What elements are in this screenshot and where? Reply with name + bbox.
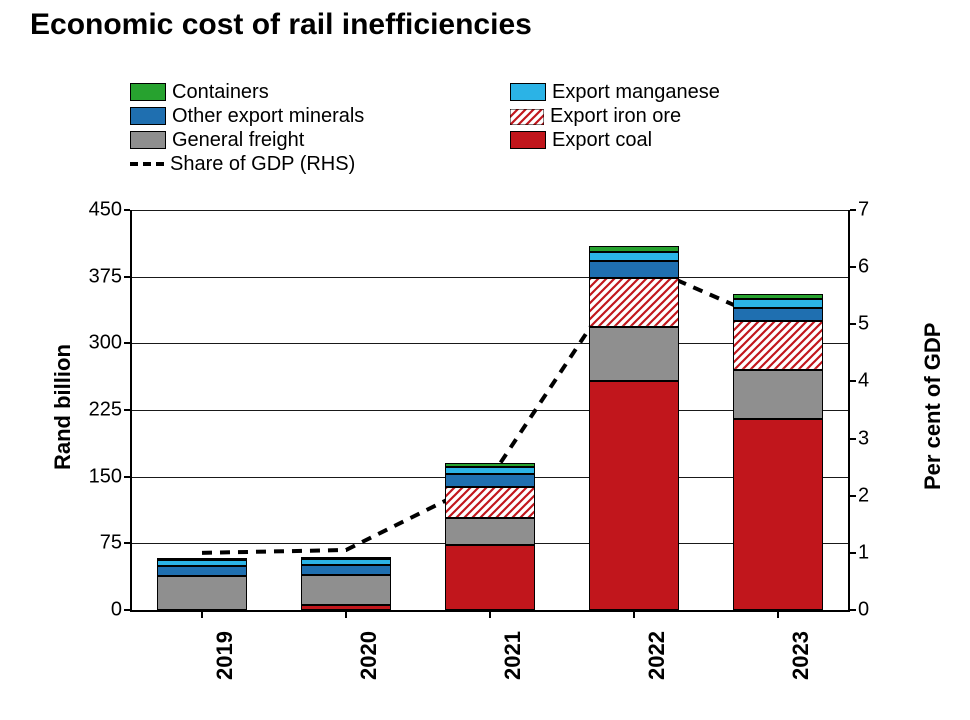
grid-line <box>130 277 850 278</box>
bar-seg-export-coal <box>589 381 679 610</box>
bar-seg-other-minerals <box>589 261 679 279</box>
y1-axis-line <box>130 210 132 610</box>
y2-tick <box>850 552 856 554</box>
legend-label: General freight <box>172 129 304 152</box>
bar-seg-export-manganese <box>157 560 247 565</box>
bar-seg-export-manganese <box>589 252 679 261</box>
y1-tick-label: 0 <box>62 599 122 622</box>
bar-seg-export-iron-ore <box>733 321 823 370</box>
y2-tick <box>850 380 856 382</box>
x-tick <box>777 610 779 618</box>
y2-tick <box>850 438 856 440</box>
legend: ContainersExport manganeseOther export m… <box>130 80 890 176</box>
y1-tick-label: 450 <box>62 199 122 222</box>
x-tick <box>201 610 203 618</box>
y1-tick-label: 225 <box>62 399 122 422</box>
legend-item-gdp-share: Share of GDP (RHS) <box>130 153 510 176</box>
bar-seg-other-minerals <box>157 566 247 577</box>
legend-swatch <box>510 83 546 101</box>
bar-seg-export-manganese <box>733 299 823 308</box>
legend-item-export-iron-ore: Export iron ore <box>510 105 890 128</box>
grid-line <box>130 210 850 211</box>
y2-tick <box>850 323 856 325</box>
bar-seg-export-coal <box>445 545 535 610</box>
legend-item-export-manganese: Export manganese <box>510 81 890 104</box>
y1-tick-label: 150 <box>62 465 122 488</box>
x-category-label: 2020 <box>356 631 382 680</box>
bar-seg-general-freight <box>157 576 247 610</box>
bar-seg-general-freight <box>733 370 823 419</box>
legend-swatch <box>130 107 166 125</box>
legend-row: General freight Export coal <box>130 128 890 152</box>
bar-seg-containers <box>301 557 391 559</box>
legend-swatch <box>510 131 546 149</box>
chart-page: Economic cost of rail inefficiencies Con… <box>0 0 970 720</box>
legend-item-other-minerals: Other export minerals <box>130 105 510 128</box>
plot-area: 0751502253003754500123456720192020202120… <box>130 210 850 610</box>
legend-row: Other export minerals Export iron ore <box>130 104 890 128</box>
y2-tick <box>850 495 856 497</box>
bar-seg-other-minerals <box>301 565 391 576</box>
y2-tick-label: 5 <box>858 313 898 336</box>
bar-seg-containers <box>445 463 535 467</box>
y2-axis-title: Per cent of GDP <box>920 323 946 490</box>
x-tick <box>633 610 635 618</box>
bar-seg-containers <box>733 294 823 298</box>
legend-label: Export manganese <box>552 81 720 104</box>
bar-seg-general-freight <box>301 575 391 604</box>
legend-row: Share of GDP (RHS) <box>130 152 890 176</box>
bar-seg-general-freight <box>589 327 679 380</box>
x-tick <box>345 610 347 618</box>
legend-row: Containers Export manganese <box>130 80 890 104</box>
y2-tick-label: 0 <box>858 599 898 622</box>
y2-tick <box>850 209 856 211</box>
y2-tick-label: 7 <box>858 199 898 222</box>
bar-seg-export-manganese <box>301 559 391 564</box>
legend-item-general-freight: General freight <box>130 129 510 152</box>
legend-label: Export iron ore <box>550 105 681 128</box>
x-category-label: 2022 <box>644 631 670 680</box>
y2-tick <box>850 266 856 268</box>
bar-seg-general-freight <box>445 518 535 545</box>
bar-seg-containers <box>157 558 247 560</box>
bar-seg-export-iron-ore <box>445 487 535 518</box>
legend-label: Export coal <box>552 129 652 152</box>
y1-tick-label: 375 <box>62 265 122 288</box>
y2-tick-label: 1 <box>858 541 898 564</box>
bar-seg-export-coal <box>733 419 823 610</box>
y2-tick <box>850 609 856 611</box>
legend-label: Other export minerals <box>172 105 364 128</box>
bar-seg-containers <box>589 246 679 252</box>
x-category-label: 2023 <box>788 631 814 680</box>
y2-tick-label: 2 <box>858 484 898 507</box>
bar-seg-other-minerals <box>733 308 823 321</box>
bar-seg-other-minerals <box>445 474 535 487</box>
y1-tick-label: 75 <box>62 532 122 555</box>
x-category-label: 2019 <box>212 631 238 680</box>
legend-label: Share of GDP (RHS) <box>170 153 355 176</box>
legend-swatch <box>510 108 544 124</box>
x-tick <box>489 610 491 618</box>
y2-tick-label: 4 <box>858 370 898 393</box>
legend-swatch <box>130 131 166 149</box>
chart-title: Economic cost of rail inefficiencies <box>30 8 532 42</box>
y2-tick-label: 6 <box>858 256 898 279</box>
x-category-label: 2021 <box>500 631 526 680</box>
y1-tick-label: 300 <box>62 332 122 355</box>
legend-label: Containers <box>172 81 269 104</box>
bar-seg-export-manganese <box>445 467 535 474</box>
bar-seg-export-iron-ore <box>589 278 679 327</box>
legend-swatch <box>130 83 166 101</box>
legend-item-export-coal: Export coal <box>510 129 890 152</box>
legend-item-containers: Containers <box>130 81 510 104</box>
y2-axis-line <box>848 210 850 610</box>
y2-tick-label: 3 <box>858 427 898 450</box>
legend-swatch-line <box>130 162 164 166</box>
